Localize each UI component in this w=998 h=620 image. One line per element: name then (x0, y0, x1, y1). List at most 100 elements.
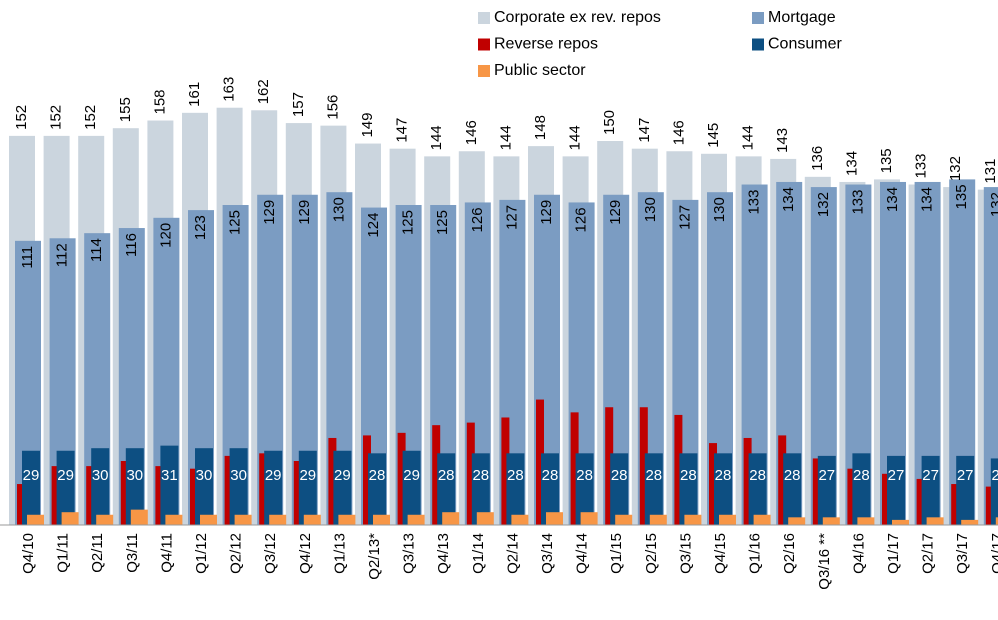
x-tick-label: Q1/17 (885, 533, 902, 574)
value-label: 145 (705, 123, 722, 148)
value-label: 30 (92, 467, 109, 484)
bar (200, 514, 217, 525)
value-label: 146 (463, 120, 480, 145)
x-tick-label: Q4/14 (574, 533, 591, 574)
value-label: 143 (774, 128, 791, 153)
value-label: 134 (884, 187, 901, 212)
value-label: 31 (161, 467, 178, 484)
x-tick-label: Q3/17 (954, 533, 971, 574)
value-label: 129 (296, 200, 313, 225)
value-label: 27 (922, 467, 939, 484)
bar (788, 517, 806, 525)
bar (432, 425, 441, 525)
value-label: 147 (394, 118, 411, 143)
x-tick-label: Q3/15 (677, 533, 694, 574)
bar (961, 519, 979, 525)
value-label: 129 (261, 200, 278, 225)
value-label: 155 (117, 97, 134, 122)
value-label: 129 (607, 200, 624, 225)
legend-swatch (478, 65, 490, 77)
x-tick-label: Q3/14 (539, 533, 556, 574)
x-tick-label: Q4/10 (20, 533, 37, 574)
value-label: 28 (784, 467, 801, 484)
value-label: 28 (680, 467, 697, 484)
bar (264, 450, 283, 525)
bar (165, 514, 183, 525)
bar (363, 435, 371, 525)
legend-label: Corporate ex rev. repos (494, 9, 661, 26)
value-label: 126 (573, 207, 590, 232)
x-tick-label: Q1/13 (331, 533, 348, 574)
legend-label: Public sector (494, 62, 586, 79)
value-label: 30 (126, 467, 143, 484)
x-tick-label: Q2/12 (228, 533, 245, 574)
bar (476, 512, 494, 525)
x-tick-label: Q2/14 (504, 533, 521, 574)
bar (234, 514, 252, 525)
x-tick-label: Q1/11 (55, 533, 72, 573)
value-label: 27 (888, 467, 905, 484)
value-label: 152 (48, 105, 65, 130)
x-tick-label: Q2/16 (781, 533, 798, 574)
value-label: 152 (13, 105, 30, 130)
bar (983, 187, 998, 525)
value-label: 133 (746, 190, 763, 215)
bar (748, 453, 767, 525)
bar (442, 512, 460, 525)
value-label: 26 (991, 467, 998, 484)
value-label: 148 (532, 115, 549, 140)
value-label: 134 (780, 187, 797, 212)
value-label: 157 (290, 92, 307, 117)
bar (956, 455, 975, 525)
bar (407, 514, 425, 525)
bar (269, 514, 287, 525)
bar (575, 453, 594, 525)
x-tick-label: Q4/11 (158, 533, 175, 573)
bar (51, 466, 60, 525)
bar (293, 461, 302, 525)
value-label: 146 (670, 120, 687, 145)
value-label: 144 (567, 125, 584, 150)
legend-label: Consumer (768, 36, 842, 53)
value-label: 144 (740, 125, 757, 150)
x-tick-label: Q3/13 (401, 533, 418, 574)
bar (471, 453, 490, 525)
bar (679, 453, 698, 525)
bar (882, 473, 890, 525)
x-tick-label: Q2/15 (643, 533, 660, 574)
value-label: 135 (878, 148, 895, 173)
legend-swatch (478, 12, 490, 24)
value-label: 27 (957, 467, 974, 484)
value-label: 131 (982, 159, 998, 184)
bar (130, 509, 148, 525)
value-label: 132 (815, 192, 832, 217)
bar (96, 514, 114, 525)
bar (990, 458, 998, 525)
bar (743, 437, 752, 525)
legend-swatch (478, 38, 490, 51)
x-tick-label: Q3/16 ** (816, 533, 833, 590)
value-label: 130 (330, 197, 347, 222)
value-label: 28 (715, 467, 732, 484)
value-label: 30 (196, 467, 213, 484)
bar (753, 514, 771, 525)
bar (155, 466, 164, 525)
bar (437, 453, 456, 525)
legend-label: Mortgage (768, 9, 836, 26)
value-label: 114 (88, 238, 105, 262)
x-tick-label: Q2/11 (89, 533, 106, 573)
bar (778, 435, 787, 525)
bar (368, 453, 386, 525)
value-label: 29 (23, 467, 40, 484)
bar (17, 484, 25, 525)
value-label: 134 (919, 187, 936, 212)
bar (857, 517, 875, 525)
bar (56, 450, 75, 525)
bar (570, 412, 579, 525)
bar (644, 453, 663, 525)
value-label: 163 (221, 77, 238, 102)
bar (328, 437, 337, 525)
value-label: 29 (403, 467, 420, 484)
value-label: 136 (809, 146, 826, 171)
value-label: 30 (230, 467, 247, 484)
